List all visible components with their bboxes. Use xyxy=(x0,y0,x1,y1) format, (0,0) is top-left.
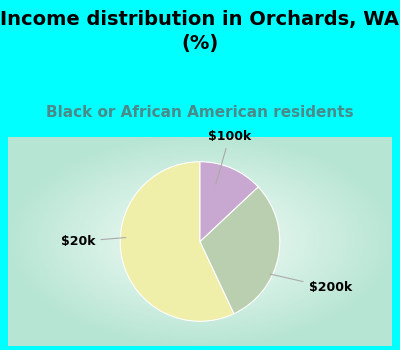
Wedge shape xyxy=(200,162,258,242)
Text: Black or African American residents: Black or African American residents xyxy=(46,105,354,120)
Text: $20k: $20k xyxy=(61,235,126,248)
Wedge shape xyxy=(200,187,280,314)
Text: $200k: $200k xyxy=(270,274,352,294)
Text: $100k: $100k xyxy=(208,130,251,184)
Wedge shape xyxy=(120,162,234,321)
Text: Income distribution in Orchards, WA
(%): Income distribution in Orchards, WA (%) xyxy=(0,10,400,53)
